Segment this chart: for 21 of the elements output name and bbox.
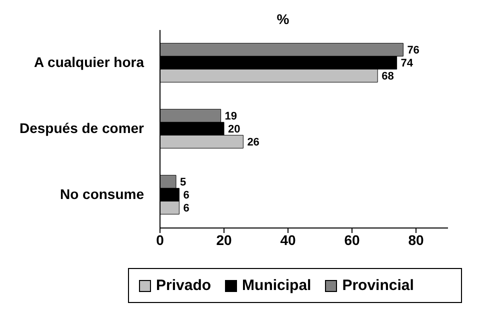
y-tick-label: A cualquier hora: [34, 54, 144, 70]
legend-label: Privado: [156, 277, 212, 294]
data-label: 20: [228, 124, 240, 136]
x-tick-label: 20: [216, 232, 232, 248]
data-label: 74: [400, 58, 414, 70]
data-label: 6: [183, 202, 190, 215]
x-tick-label: 0: [156, 232, 164, 248]
data-label: 76: [407, 44, 420, 57]
data-label: 68: [382, 70, 394, 83]
data-label: 5: [180, 176, 186, 189]
y-tick-label: Después de comer: [20, 120, 145, 136]
x-tick-label: 60: [344, 232, 360, 248]
y-tick-label: No consume: [60, 186, 144, 202]
data-label: 26: [247, 136, 260, 149]
data-label: 6: [183, 190, 190, 202]
chart-title: %: [276, 11, 290, 27]
legend-label: Provincial: [342, 277, 414, 294]
x-tick-label: 80: [408, 232, 424, 248]
data-label: 19: [224, 110, 238, 123]
legend-label: Municipal: [242, 277, 312, 294]
x-tick-label: 40: [280, 232, 296, 248]
